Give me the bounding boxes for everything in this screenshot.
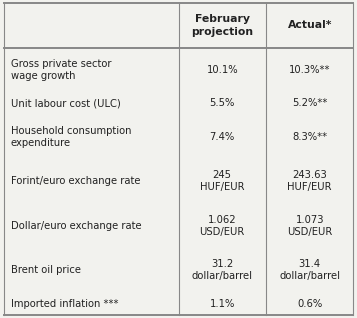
Text: 5.2%**: 5.2%** <box>292 98 327 108</box>
Text: February
projection: February projection <box>191 14 253 37</box>
Text: 1.073
USD/EUR: 1.073 USD/EUR <box>287 215 332 237</box>
Text: 10.3%**: 10.3%** <box>289 65 331 75</box>
Text: Brent oil price: Brent oil price <box>11 265 81 275</box>
Text: 10.1%: 10.1% <box>206 65 238 75</box>
Text: 7.4%: 7.4% <box>210 132 235 142</box>
Text: 31.4
dollar/barrel: 31.4 dollar/barrel <box>279 259 340 281</box>
Text: Gross private sector
wage growth: Gross private sector wage growth <box>11 59 111 81</box>
Text: 31.2
dollar/barrel: 31.2 dollar/barrel <box>192 259 253 281</box>
Text: Unit labour cost (ULC): Unit labour cost (ULC) <box>11 98 120 108</box>
Text: Actual*: Actual* <box>287 20 332 31</box>
Text: Household consumption
expenditure: Household consumption expenditure <box>11 126 131 148</box>
Text: Forint/euro exchange rate: Forint/euro exchange rate <box>11 176 140 186</box>
Text: 1.1%: 1.1% <box>210 299 235 309</box>
Text: 0.6%: 0.6% <box>297 299 322 309</box>
Text: 243.63
HUF/EUR: 243.63 HUF/EUR <box>287 170 332 192</box>
Text: Imported inflation ***: Imported inflation *** <box>11 299 118 309</box>
Text: 245
HUF/EUR: 245 HUF/EUR <box>200 170 245 192</box>
Text: 1.062
USD/EUR: 1.062 USD/EUR <box>200 215 245 237</box>
Text: 5.5%: 5.5% <box>210 98 235 108</box>
Text: 8.3%**: 8.3%** <box>292 132 327 142</box>
Text: Dollar/euro exchange rate: Dollar/euro exchange rate <box>11 221 141 231</box>
